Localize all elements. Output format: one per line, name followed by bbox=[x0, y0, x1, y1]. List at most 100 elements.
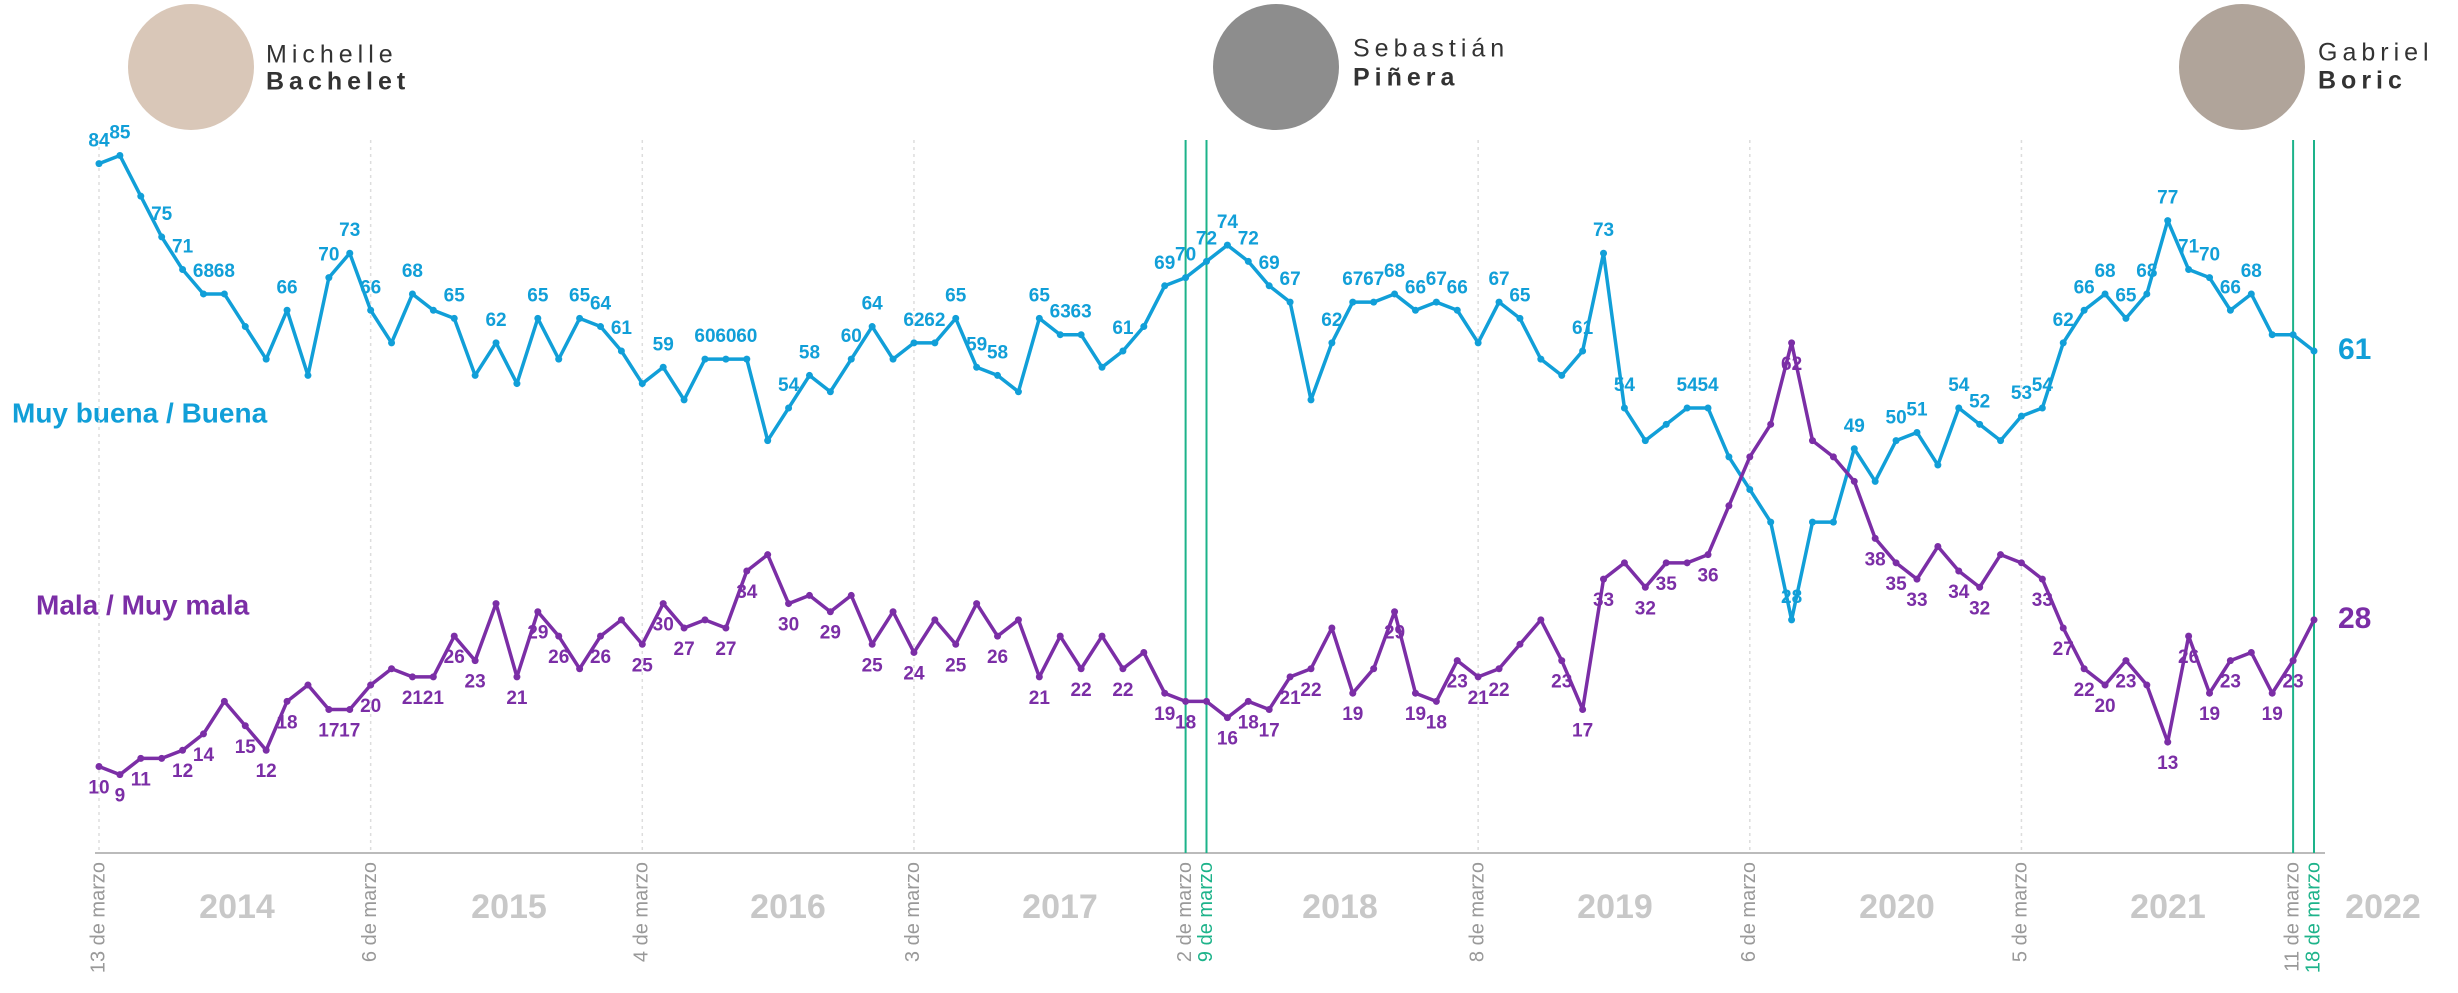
data-point bbox=[2122, 314, 2130, 322]
data-point bbox=[617, 616, 625, 624]
data-point bbox=[994, 371, 1002, 379]
data-point bbox=[2289, 331, 2297, 339]
data-point bbox=[2185, 632, 2193, 640]
president-photo bbox=[2179, 4, 2305, 130]
data-point bbox=[199, 290, 207, 298]
data-label: 66 bbox=[360, 277, 381, 298]
data-point bbox=[450, 314, 458, 322]
president-last: Boric bbox=[2318, 67, 2407, 95]
data-label: 22 bbox=[1488, 680, 1509, 701]
data-label: 29 bbox=[1384, 623, 1405, 644]
data-label: 21 bbox=[506, 688, 528, 709]
data-label: 23 bbox=[2283, 672, 2304, 693]
data-point bbox=[471, 657, 479, 665]
data-label: 71 bbox=[172, 237, 194, 258]
data-point bbox=[931, 339, 939, 347]
data-label: 24 bbox=[903, 663, 925, 684]
data-point bbox=[2122, 657, 2130, 665]
x-tick-label: 8 de marzo bbox=[1466, 862, 1488, 962]
data-point bbox=[1119, 665, 1127, 673]
data-point bbox=[910, 339, 918, 347]
data-point bbox=[1391, 290, 1399, 298]
data-point bbox=[179, 266, 187, 274]
data-point bbox=[1558, 371, 1566, 379]
data-point bbox=[1474, 339, 1482, 347]
legend-label: Muy buena / Buena bbox=[12, 397, 268, 428]
data-label: 23 bbox=[1447, 672, 1468, 693]
data-label: 66 bbox=[2220, 277, 2241, 298]
data-point bbox=[1934, 543, 1942, 551]
data-point bbox=[1850, 477, 1858, 485]
data-point bbox=[1140, 648, 1148, 656]
data-point bbox=[304, 681, 312, 689]
data-label: 21 bbox=[1280, 688, 1302, 709]
data-label: 67 bbox=[1342, 269, 1363, 290]
data-label: 54 bbox=[1948, 375, 1970, 396]
data-point bbox=[1600, 575, 1608, 583]
data-label: 63 bbox=[1050, 302, 1071, 323]
data-point bbox=[199, 730, 207, 738]
data-point bbox=[1976, 583, 1984, 591]
data-label: 54 bbox=[2032, 375, 2054, 396]
data-label: 23 bbox=[465, 672, 486, 693]
data-point bbox=[2017, 412, 2025, 420]
data-point bbox=[1453, 306, 1461, 314]
data-label: 66 bbox=[1405, 277, 1426, 298]
president-last: Bachelet bbox=[266, 68, 410, 96]
data-point bbox=[116, 771, 124, 779]
data-label: 67 bbox=[1426, 269, 1447, 290]
data-point bbox=[889, 608, 897, 616]
x-tick-label: 6 de marzo bbox=[359, 862, 381, 962]
data-point bbox=[576, 665, 584, 673]
data-point bbox=[2247, 290, 2255, 298]
data-label: 16 bbox=[1217, 729, 1238, 750]
data-point bbox=[1620, 559, 1628, 567]
data-label: 61 bbox=[1112, 318, 1134, 339]
data-label: 11 bbox=[131, 769, 152, 790]
data-point bbox=[1161, 689, 1169, 697]
data-label: 54 bbox=[778, 375, 800, 396]
year-label: 2022 bbox=[2345, 888, 2421, 926]
data-label: 26 bbox=[444, 647, 465, 668]
president-first: Sebastián bbox=[1353, 35, 1509, 63]
data-label: 62 bbox=[903, 310, 924, 331]
data-point bbox=[95, 763, 103, 771]
data-point bbox=[513, 380, 521, 388]
data-point bbox=[2226, 657, 2234, 665]
data-point bbox=[1662, 559, 1670, 567]
data-label: 68 bbox=[402, 261, 423, 282]
data-point bbox=[492, 339, 500, 347]
data-point bbox=[1913, 428, 1921, 436]
data-label: 17 bbox=[1572, 721, 1593, 742]
data-point bbox=[1244, 257, 1252, 265]
data-label: 34 bbox=[736, 582, 758, 603]
data-label: 34 bbox=[1948, 582, 1970, 603]
data-label: 64 bbox=[590, 294, 612, 315]
data-point bbox=[367, 306, 375, 314]
data-point bbox=[1432, 298, 1440, 306]
data-label: 72 bbox=[1238, 228, 1259, 249]
data-point bbox=[283, 697, 291, 705]
data-point bbox=[2143, 681, 2151, 689]
data-label: 27 bbox=[715, 639, 736, 660]
data-point bbox=[2268, 331, 2276, 339]
data-point bbox=[1119, 347, 1127, 355]
data-point bbox=[1704, 551, 1712, 559]
data-point bbox=[1014, 388, 1022, 396]
data-point bbox=[429, 673, 437, 681]
data-label: 65 bbox=[945, 285, 967, 306]
data-point bbox=[1725, 502, 1733, 510]
data-point bbox=[847, 355, 855, 363]
data-point bbox=[158, 233, 166, 241]
data-label: 72 bbox=[1196, 228, 1217, 249]
data-label: 74 bbox=[1217, 212, 1239, 233]
data-point bbox=[2038, 575, 2046, 583]
data-point bbox=[1035, 673, 1043, 681]
data-label: 32 bbox=[1635, 598, 1656, 619]
data-label: 19 bbox=[1154, 704, 1175, 725]
x-tick-label: 4 de marzo bbox=[631, 862, 653, 962]
year-label: 2014 bbox=[199, 888, 275, 926]
data-label: 19 bbox=[1405, 704, 1426, 725]
data-point bbox=[346, 249, 354, 257]
